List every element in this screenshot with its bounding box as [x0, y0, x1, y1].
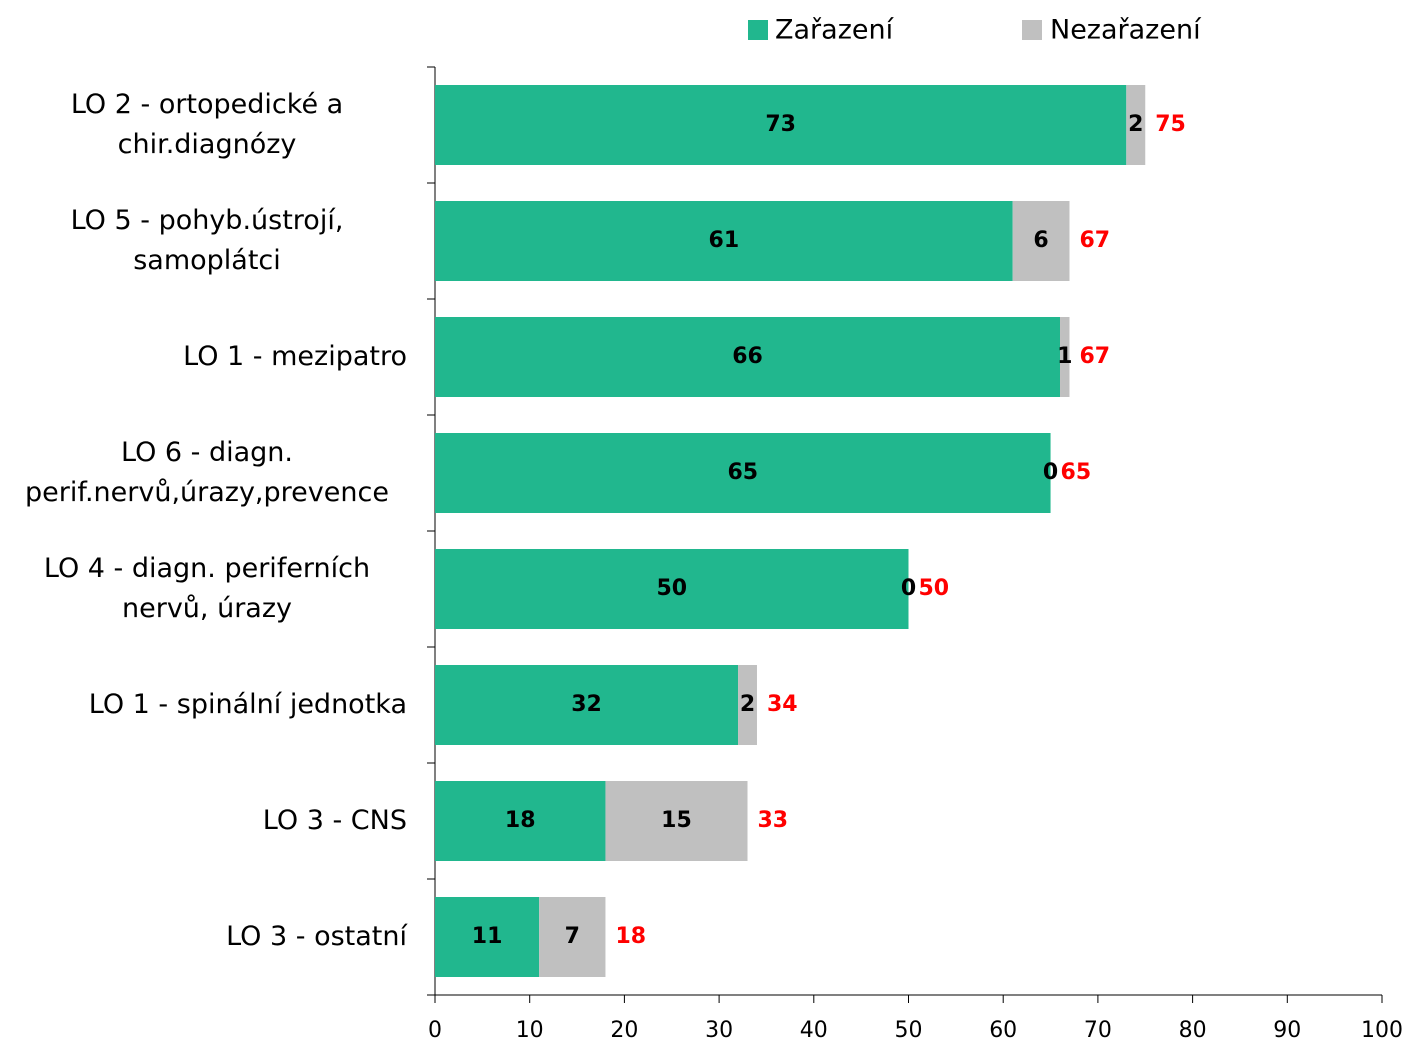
- value-label: 0: [1043, 460, 1058, 485]
- x-tick-label: 90: [1273, 1018, 1301, 1043]
- category-label: LO 6 - diagn. perif.nervů,úrazy,prevence: [25, 437, 389, 508]
- bar-segment: [435, 85, 1127, 165]
- bar-segment: [539, 897, 606, 977]
- total-label: 67: [1079, 228, 1110, 253]
- value-label: 65: [727, 460, 758, 485]
- category-label: LO 3 - CNS: [262, 805, 407, 836]
- legend-swatch: [748, 20, 768, 40]
- bar-segment: [1012, 201, 1070, 281]
- value-label: 1: [1057, 344, 1072, 369]
- category-label: LO 3 - ostatní: [226, 921, 407, 952]
- value-label: 6: [1033, 228, 1048, 253]
- value-label: 2: [1128, 112, 1143, 137]
- total-label: 65: [1061, 460, 1092, 485]
- x-tick-label: 50: [895, 1018, 923, 1043]
- bar-segment: [435, 433, 1051, 513]
- bar-segment: [1126, 85, 1146, 165]
- x-tick-label: 100: [1361, 1018, 1403, 1043]
- bar-segment: [435, 897, 540, 977]
- x-tick-label: 70: [1084, 1018, 1112, 1043]
- value-label: 73: [765, 112, 796, 137]
- legend-swatch: [1022, 20, 1042, 40]
- value-label: 15: [661, 808, 692, 833]
- total-label: 34: [767, 692, 798, 717]
- bar-segment: [435, 549, 909, 629]
- value-label: 50: [656, 576, 687, 601]
- x-tick-label: 0: [428, 1018, 442, 1043]
- value-label: 18: [505, 808, 536, 833]
- total-label: 50: [919, 576, 950, 601]
- legend-label: Nezařazení: [1050, 15, 1202, 46]
- value-label: 7: [565, 924, 580, 949]
- category-label: LO 1 - spinální jednotka: [88, 689, 407, 720]
- value-label: 61: [709, 228, 740, 253]
- x-tick-label: 10: [516, 1018, 544, 1043]
- total-label: 67: [1079, 344, 1110, 369]
- x-tick-label: 30: [705, 1018, 733, 1043]
- x-tick-label: 60: [989, 1018, 1017, 1043]
- value-label: 66: [732, 344, 763, 369]
- bar-segment: [435, 665, 739, 745]
- total-label: 75: [1155, 112, 1186, 137]
- value-label: 11: [472, 924, 503, 949]
- legend-label: Zařazení: [775, 15, 895, 46]
- x-tick-label: 80: [1179, 1018, 1207, 1043]
- bar-segment: [435, 317, 1061, 397]
- bar-segment: [738, 665, 757, 745]
- category-label: LO 1 - mezipatro: [183, 341, 407, 372]
- value-label: 32: [571, 692, 602, 717]
- category-label: LO 5 - pohyb.ústrojí, samoplátci: [70, 205, 344, 276]
- total-label: 18: [615, 924, 646, 949]
- x-tick-label: 20: [610, 1018, 638, 1043]
- category-label: LO 2 - ortopedické a chir.diagnózy: [70, 89, 344, 160]
- total-label: 33: [758, 808, 789, 833]
- bar-segment: [1060, 317, 1070, 397]
- bar-segment: [605, 781, 748, 861]
- x-tick-label: 40: [800, 1018, 828, 1043]
- value-label: 2: [740, 692, 755, 717]
- bar-segment: [435, 201, 1013, 281]
- category-label: LO 4 - diagn. periferních nervů, úrazy: [43, 553, 371, 624]
- value-label: 0: [901, 576, 916, 601]
- bar-segment: [435, 781, 606, 861]
